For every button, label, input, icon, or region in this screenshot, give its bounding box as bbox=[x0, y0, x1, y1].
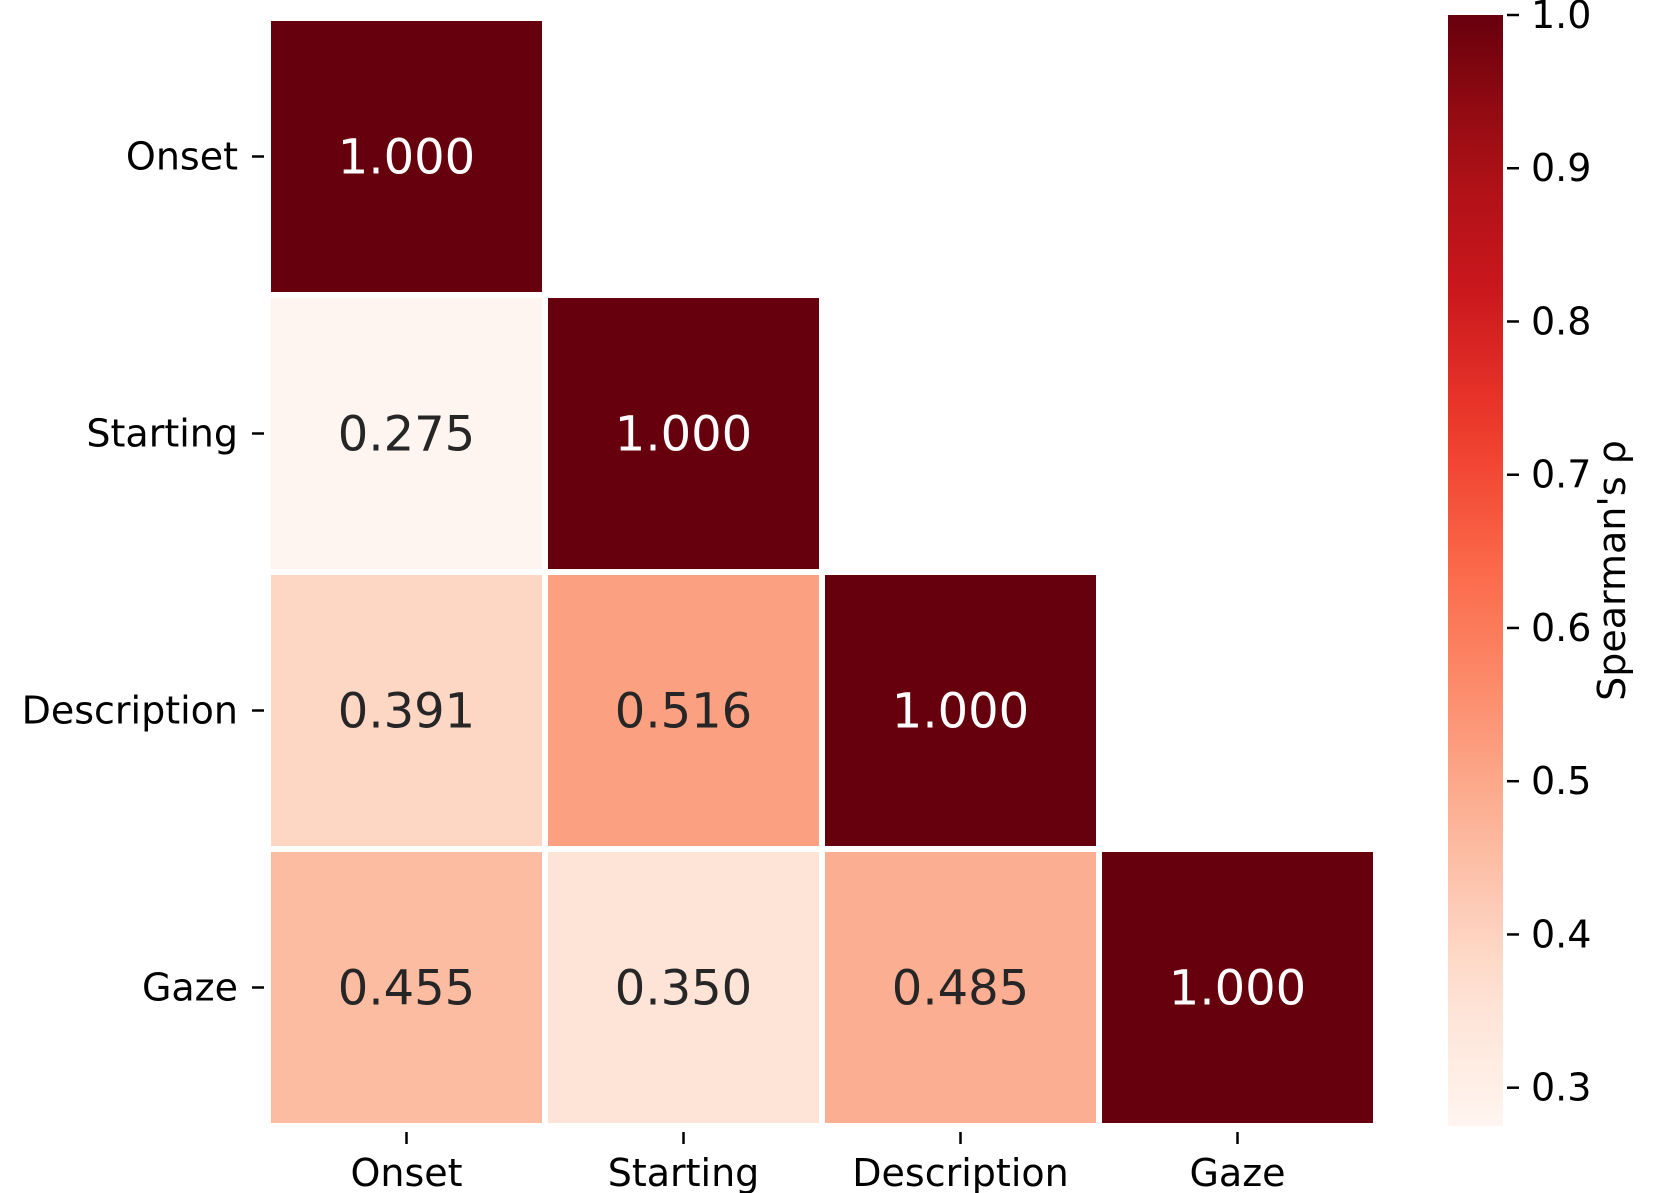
colorbar-tick-label: 0.8 bbox=[1531, 299, 1591, 343]
cell-value-label: 0.455 bbox=[338, 961, 475, 1017]
heatmap-cell-description-onset bbox=[271, 575, 542, 846]
colorbar-tick-label: 0.4 bbox=[1531, 912, 1591, 956]
cell-value-label: 0.275 bbox=[338, 407, 475, 463]
colorbar-tick-label: 0.5 bbox=[1531, 759, 1591, 803]
cell-value-label: 0.516 bbox=[615, 684, 752, 740]
colorbar-tick-label: 1.0 bbox=[1531, 0, 1591, 37]
cell-value-label: 0.391 bbox=[338, 684, 475, 740]
colorbar-tick-label: 0.6 bbox=[1531, 606, 1591, 650]
cell-value-label: 1.000 bbox=[1169, 961, 1306, 1017]
colorbar-tick-label: 0.7 bbox=[1531, 453, 1591, 497]
heatmap-cell-onset-onset bbox=[271, 21, 542, 292]
y-axis: Onset Starting Description Gaze bbox=[22, 135, 264, 1010]
colorbar-tick-label: 0.9 bbox=[1531, 146, 1591, 190]
colorbar-tick-label: 0.3 bbox=[1531, 1066, 1591, 1110]
cell-value-label: 1.000 bbox=[892, 684, 1029, 740]
y-tick-label-description: Description bbox=[22, 689, 238, 733]
heatmap-cell-gaze-gaze bbox=[1102, 852, 1373, 1123]
y-tick-label-gaze: Gaze bbox=[142, 966, 238, 1010]
heatmap-cell-description-starting bbox=[548, 575, 819, 846]
colorbar-label: Spearman's ρ bbox=[1590, 440, 1634, 701]
heatmap-cell-starting-onset bbox=[271, 298, 542, 569]
cell-value-label: 1.000 bbox=[338, 130, 475, 186]
y-tick-label-starting: Starting bbox=[86, 412, 238, 456]
cell-value-label: 0.350 bbox=[615, 961, 752, 1017]
x-tick-label-description: Description bbox=[852, 1151, 1068, 1193]
heatmap-cell-starting-starting bbox=[548, 298, 819, 569]
heatmap-cell-description-description bbox=[825, 575, 1096, 846]
y-tick-label-onset: Onset bbox=[126, 135, 238, 179]
colorbar: 1.0 0.9 0.8 0.7 0.6 0.5 0.4 0.3 Spearman's ρ bbox=[1448, 0, 1634, 1126]
cell-value-label: 1.000 bbox=[615, 407, 752, 463]
x-tick-label-onset: Onset bbox=[350, 1151, 462, 1193]
cell-value-label: 0.485 bbox=[892, 961, 1029, 1017]
heatmap-cell-gaze-starting bbox=[548, 852, 819, 1123]
x-tick-label-gaze: Gaze bbox=[1189, 1151, 1285, 1193]
heatmap-cell-gaze-onset bbox=[271, 852, 542, 1123]
heatmap-cells: 1.000 0.275 1.000 0.391 0.516 1.000 0.455 0.350… bbox=[271, 21, 1373, 1123]
x-axis: Onset Starting Description Gaze bbox=[350, 1132, 1286, 1193]
colorbar-gradient bbox=[1448, 15, 1503, 1126]
x-tick-label-starting: Starting bbox=[608, 1151, 760, 1193]
heatmap-cell-gaze-description bbox=[825, 852, 1096, 1123]
